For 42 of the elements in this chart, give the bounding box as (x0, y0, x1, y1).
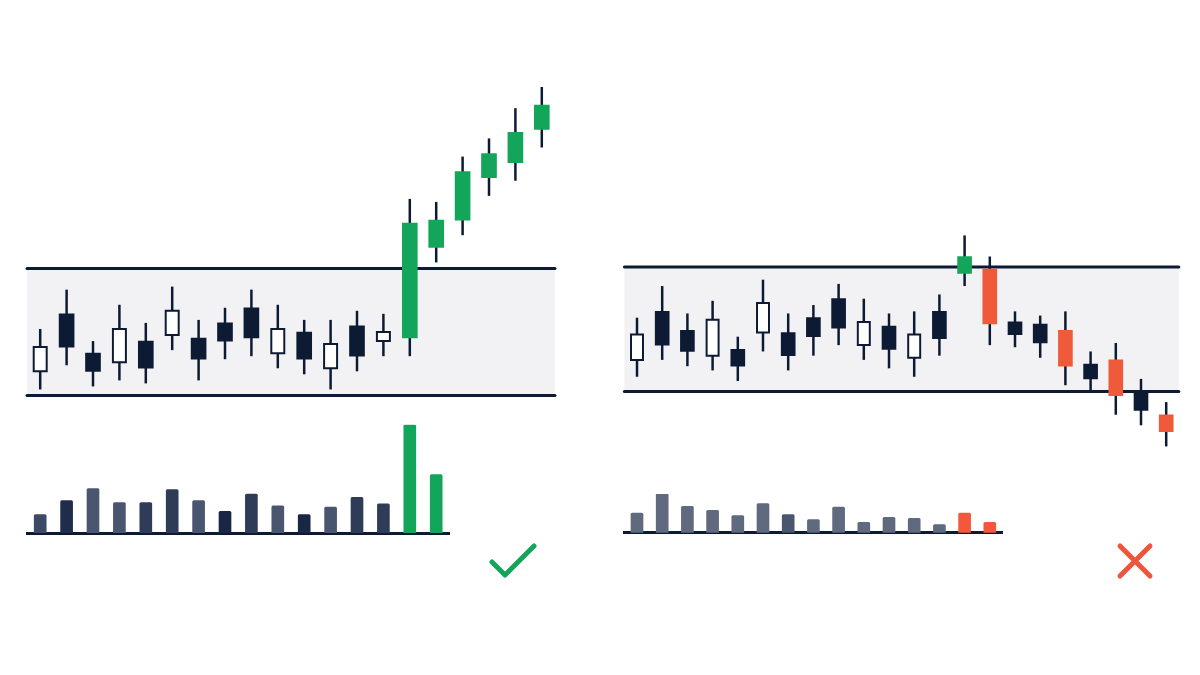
candlestick (1158, 400, 1174, 448)
bar (33, 514, 47, 533)
bar (139, 502, 153, 533)
bar (807, 519, 820, 533)
bar (907, 518, 921, 533)
bar (245, 493, 258, 533)
bar (429, 474, 443, 533)
bar (113, 502, 126, 533)
bar (192, 500, 205, 533)
bar (958, 512, 971, 533)
bar (630, 512, 644, 533)
bar (882, 516, 896, 533)
bar (86, 488, 100, 533)
bar (377, 503, 390, 533)
bar (403, 424, 417, 533)
bar (165, 489, 179, 533)
bar (350, 496, 364, 533)
bar (832, 506, 845, 533)
candlestick (680, 312, 695, 368)
candlestick (730, 335, 746, 383)
bar (933, 524, 946, 533)
candlestick (1007, 310, 1023, 349)
candlestick (806, 303, 821, 357)
candlestick (190, 318, 207, 382)
bar (218, 511, 232, 533)
bar (857, 521, 871, 533)
bar (655, 494, 669, 533)
bar (756, 503, 770, 533)
candlestick (85, 339, 101, 388)
bar (983, 521, 997, 533)
bar (324, 506, 337, 533)
bar (781, 514, 795, 533)
bar (731, 515, 745, 533)
candlestick (217, 306, 233, 361)
bar (60, 500, 73, 533)
candlestick (1032, 314, 1048, 360)
candlestick (881, 312, 897, 370)
candlestick (780, 312, 796, 372)
bar (271, 505, 285, 533)
bar (297, 514, 311, 533)
bar (681, 506, 694, 533)
bar (706, 509, 719, 533)
